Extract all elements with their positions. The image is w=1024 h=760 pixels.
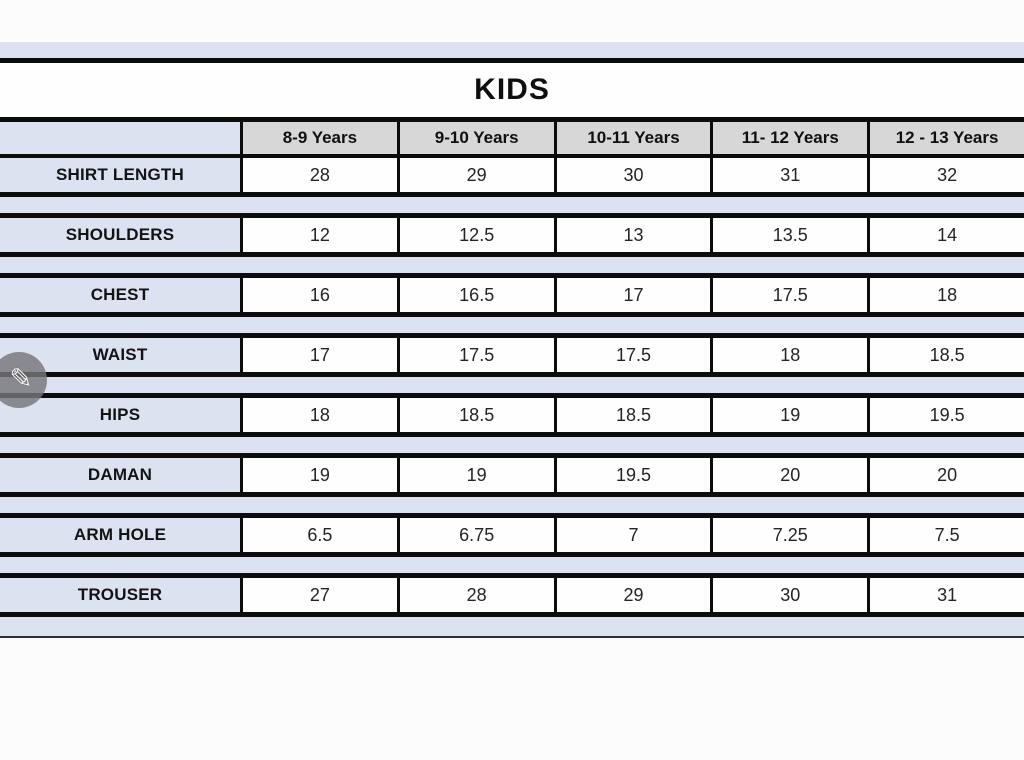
size-chart-sheet: KIDS 8-9 Years 9-10 Years 10-11 Years 11… — [0, 42, 1024, 638]
table-cell: 17.5 — [710, 278, 868, 312]
table-cell: 16.5 — [396, 278, 554, 312]
row-label: ARM HOLE — [73, 525, 167, 544]
table-cell: 29 — [396, 158, 554, 192]
column-header: 8-9 Years — [240, 122, 397, 154]
header-corner-cell — [0, 122, 240, 154]
table-row: WAIST 17 17.5 17.5 18 18.5 — [0, 333, 1024, 377]
pencil-icon: ✎ — [9, 362, 33, 394]
table-cell: 13 — [553, 218, 711, 252]
table-cell: 17 — [240, 338, 397, 372]
table-row: ARM HOLE 6.5 6.75 7 7.25 7.5 — [0, 513, 1024, 557]
column-header: 9-10 Years — [396, 122, 554, 154]
table-cell: 32 — [867, 158, 1024, 192]
table-cell: 7 — [553, 518, 711, 552]
table-row: CHEST 16 16.5 17 17.5 18 — [0, 273, 1024, 317]
header-row: 8-9 Years 9-10 Years 10-11 Years 11- 12 … — [0, 122, 1024, 158]
table-cell: 20 — [710, 458, 868, 492]
table-cell: 13.5 — [710, 218, 868, 252]
table-cell: 17.5 — [553, 338, 711, 372]
table-cell: 19.5 — [867, 398, 1024, 432]
table-title: KIDS — [474, 73, 550, 106]
table-row: DAMAN 19 19 19.5 20 20 — [0, 453, 1024, 497]
table-cell: 6.5 — [240, 518, 397, 552]
row-label: HIPS — [99, 405, 141, 424]
column-header: 10-11 Years — [553, 122, 711, 154]
table-cell: 18 — [710, 338, 868, 372]
table-row: SHOULDERS 12 12.5 13 13.5 14 — [0, 213, 1024, 257]
table-cell: 27 — [240, 578, 397, 612]
column-header: 11- 12 Years — [710, 122, 868, 154]
table-cell: 28 — [240, 158, 397, 192]
table-cell: 18.5 — [553, 398, 711, 432]
table-cell: 30 — [553, 158, 711, 192]
table-row: TROUSER 27 28 29 30 31 — [0, 573, 1024, 617]
table-cell: 18 — [240, 398, 397, 432]
table-body: SHIRT LENGTH 28 29 30 31 32 SHOULDERS 12… — [0, 158, 1024, 617]
table-cell: 31 — [867, 578, 1024, 612]
row-label: CHEST — [90, 285, 150, 304]
row-label: WAIST — [92, 345, 148, 364]
table-cell: 12.5 — [396, 218, 554, 252]
table-cell: 19 — [710, 398, 868, 432]
table-row: SHIRT LENGTH 28 29 30 31 32 — [0, 158, 1024, 197]
table-cell: 31 — [710, 158, 868, 192]
table-cell: 7.5 — [867, 518, 1024, 552]
column-header: 12 - 13 Years — [867, 122, 1024, 154]
table-cell: 29 — [553, 578, 711, 612]
row-label: DAMAN — [87, 465, 153, 484]
table-cell: 17 — [553, 278, 711, 312]
edit-button[interactable]: ✎ — [0, 352, 47, 408]
table-cell: 16 — [240, 278, 397, 312]
table-cell: 28 — [396, 578, 554, 612]
table-cell: 30 — [710, 578, 868, 612]
table-cell: 19 — [396, 458, 554, 492]
row-label: TROUSER — [77, 585, 163, 604]
table-cell: 12 — [240, 218, 397, 252]
table-cell: 6.75 — [396, 518, 554, 552]
table-title-row: KIDS — [0, 58, 1024, 122]
table-cell: 20 — [867, 458, 1024, 492]
table-cell: 18.5 — [867, 338, 1024, 372]
table-cell: 18 — [867, 278, 1024, 312]
table-cell: 7.25 — [710, 518, 868, 552]
table-cell: 19.5 — [553, 458, 711, 492]
row-label: SHIRT LENGTH — [55, 165, 184, 184]
table-cell: 14 — [867, 218, 1024, 252]
table-row: HIPS 18 18.5 18.5 19 19.5 — [0, 393, 1024, 437]
table-cell: 18.5 — [396, 398, 554, 432]
table-cell: 19 — [240, 458, 397, 492]
row-label: SHOULDERS — [65, 225, 175, 244]
table-cell: 17.5 — [396, 338, 554, 372]
